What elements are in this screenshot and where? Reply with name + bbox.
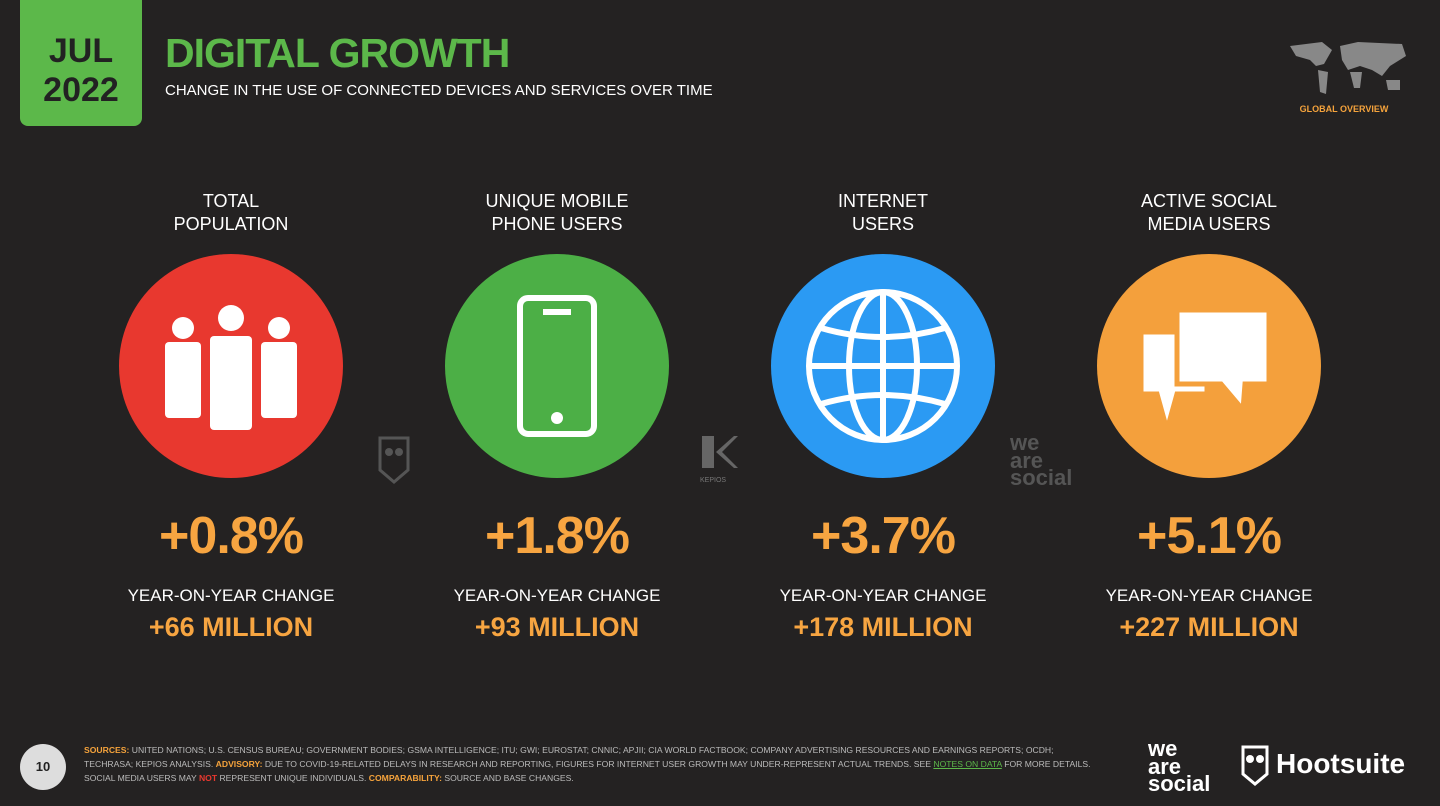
change: +1.8% xyxy=(485,507,630,565)
absolute-change: +178 MILLION xyxy=(793,612,973,642)
source-segment[interactable]: NOTES ON DATA xyxy=(933,759,1002,769)
kepios-mark xyxy=(702,436,738,468)
icon-circle xyxy=(1097,254,1321,478)
date-badge: JUL 2022 xyxy=(20,0,142,126)
absolute-change: +93 MILLION xyxy=(474,612,640,642)
label-line: MEDIA USERS xyxy=(1147,214,1271,234)
label-line: POPULATION xyxy=(173,214,289,234)
hootsuite-owl xyxy=(1241,745,1269,786)
card-label: ACTIVE SOCIAL MEDIA USERS xyxy=(1059,190,1359,236)
source-segment: COMPARABILITY: xyxy=(368,773,442,783)
stat-card: UNIQUE MOBILE PHONE USERS +1.8% YEAR-ON-Y… xyxy=(407,190,707,643)
kepios-text: KEPIOS xyxy=(700,477,727,484)
label-line: INTERNET xyxy=(838,191,928,211)
icon-circle xyxy=(119,254,343,478)
card-label: INTERNET USERS xyxy=(733,190,1033,236)
stat-card: ACTIVE SOCIAL MEDIA USERS +5.1% YEAR-ON-Y… xyxy=(1059,190,1359,643)
month: JUL xyxy=(48,32,114,70)
hootsuite-watermark xyxy=(378,436,410,484)
card-label: TOTAL POPULATION xyxy=(81,190,381,236)
globe-icon xyxy=(806,289,960,443)
source-segment: ADVISORY: xyxy=(215,759,263,769)
logo-line: are xyxy=(1148,753,1182,779)
logo-line: social xyxy=(1148,771,1211,797)
source-segment: NOT xyxy=(198,773,218,783)
logo-line: social xyxy=(1010,465,1073,491)
change-label: YEAR-ON-YEAR CHANGE xyxy=(1105,586,1313,605)
stat-card: TOTAL POPULATION +0.8% YEAR-ON-YEAR CHANG… xyxy=(81,190,381,643)
people-icon xyxy=(165,305,297,430)
stat-card: INTERNET USERS +3.7% YEAR-ON-YEAR CHANGE … xyxy=(733,190,1033,643)
logo-line: we xyxy=(1010,430,1040,455)
absolute-change: +66 MILLION xyxy=(148,612,314,642)
source-segment: SOURCES: xyxy=(84,745,130,755)
icon-circle xyxy=(771,254,995,478)
absolute-change: +227 MILLION xyxy=(1119,612,1299,642)
change-label: YEAR-ON-YEAR CHANGE xyxy=(127,586,335,605)
label-line: UNIQUE MOBILE xyxy=(485,191,629,211)
source-segment: SOURCE AND BASE CHANGES. xyxy=(441,773,574,783)
icon-circle xyxy=(445,254,669,478)
title: DIGITAL GROWTH xyxy=(165,30,510,76)
change-label: YEAR-ON-YEAR CHANGE xyxy=(453,586,661,605)
sources: SOURCES: UNITED NATIONS; U.S. CENSUS BUR… xyxy=(84,743,1094,785)
logo-line: are xyxy=(1010,447,1044,473)
change-label: YEAR-ON-YEAR CHANGE xyxy=(779,586,987,605)
was-logo: we are social xyxy=(1148,736,1211,797)
chat-icon xyxy=(1138,307,1272,440)
change: +0.8% xyxy=(159,507,304,565)
was-watermark: we are social xyxy=(1010,430,1073,491)
source-segment: UNITED NATIONS; U.S. CENSUS BUREAU; GOVE… xyxy=(84,745,1054,769)
change: +5.1% xyxy=(1137,507,1282,565)
change: +3.7% xyxy=(811,507,956,565)
source-segment: DUE TO COVID-19-RELATED DELAYS IN RESEAR… xyxy=(262,759,934,769)
world-map xyxy=(1290,42,1406,94)
label-line: PHONE USERS xyxy=(491,214,623,234)
label-line: ACTIVE SOCIAL xyxy=(1140,191,1278,211)
subtitle: CHANGE IN THE USE OF CONNECTED DEVICES A… xyxy=(165,82,713,99)
badge: GLOBAL OVERVIEW xyxy=(1299,104,1389,114)
page-number: 10 xyxy=(20,744,66,790)
logo-line: we xyxy=(1148,736,1178,761)
hootsuite-logo: Hootsuite xyxy=(1276,748,1406,779)
phone-icon xyxy=(517,295,597,437)
label-line: USERS xyxy=(851,214,914,234)
label-line: TOTAL xyxy=(202,191,260,211)
source-segment: FOR MORE DETAILS. SOCIAL MEDIA USERS MAY xyxy=(84,759,1091,783)
source-segment: REPRESENT UNIQUE INDIVIDUALS. xyxy=(217,773,369,783)
card-label: UNIQUE MOBILE PHONE USERS xyxy=(407,190,707,236)
year: 2022 xyxy=(43,71,119,109)
